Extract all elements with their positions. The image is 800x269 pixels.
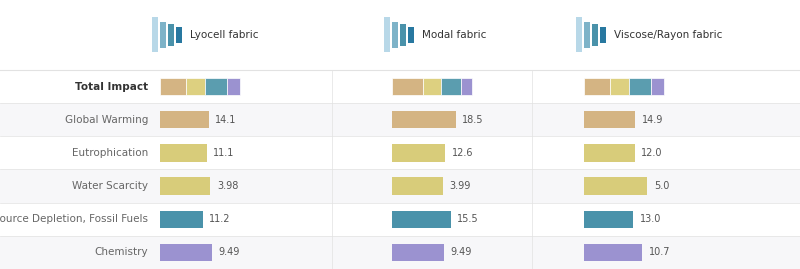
Text: 14.9: 14.9	[642, 115, 663, 125]
Bar	[629, 78, 651, 95]
Bar	[0, 103, 800, 136]
Text: 12.0: 12.0	[641, 148, 662, 158]
Bar	[227, 78, 240, 95]
Bar	[392, 22, 398, 48]
Bar	[152, 17, 158, 52]
Bar	[592, 24, 598, 46]
Text: 10.7: 10.7	[649, 247, 670, 257]
Text: Global Warming: Global Warming	[65, 115, 148, 125]
Bar	[392, 144, 446, 161]
Bar	[584, 244, 642, 261]
Bar	[186, 78, 205, 95]
Bar	[0, 0, 800, 70]
Text: 11.1: 11.1	[214, 148, 234, 158]
Bar	[160, 144, 207, 161]
Text: 5.0: 5.0	[654, 181, 669, 191]
Bar	[584, 211, 634, 228]
Text: Lyocell fabric: Lyocell fabric	[190, 30, 259, 40]
Text: Eutrophication: Eutrophication	[72, 148, 148, 158]
Text: Modal fabric: Modal fabric	[422, 30, 486, 40]
Bar	[392, 78, 423, 95]
Text: 9.49: 9.49	[450, 247, 471, 257]
Bar	[0, 70, 800, 103]
Text: Viscose/Rayon fabric: Viscose/Rayon fabric	[614, 30, 722, 40]
Text: Total Impact: Total Impact	[75, 82, 148, 91]
Text: Resource Depletion, Fossil Fuels: Resource Depletion, Fossil Fuels	[0, 214, 148, 224]
Text: 18.5: 18.5	[462, 115, 484, 125]
Bar	[176, 27, 182, 43]
Bar	[584, 111, 635, 128]
Bar	[384, 17, 390, 52]
Bar	[0, 169, 800, 203]
Text: 9.49: 9.49	[218, 247, 239, 257]
Bar	[584, 78, 610, 95]
Bar	[168, 24, 174, 46]
Text: 11.2: 11.2	[209, 214, 230, 224]
Bar	[400, 24, 406, 46]
Text: 14.1: 14.1	[215, 115, 237, 125]
Text: Chemistry: Chemistry	[94, 247, 148, 257]
Text: Water Scarcity: Water Scarcity	[72, 181, 148, 191]
Bar	[205, 78, 227, 95]
Bar	[0, 136, 800, 169]
Text: 13.0: 13.0	[640, 214, 661, 224]
Bar	[0, 236, 800, 269]
Bar	[160, 178, 210, 195]
Bar	[408, 27, 414, 43]
Bar	[600, 27, 606, 43]
Bar	[441, 78, 461, 95]
Bar	[610, 78, 629, 95]
Bar	[160, 244, 211, 261]
Bar	[584, 144, 634, 161]
Bar	[423, 78, 441, 95]
Text: 3.99: 3.99	[449, 181, 470, 191]
Text: 3.98: 3.98	[217, 181, 238, 191]
Bar	[576, 17, 582, 52]
Bar	[392, 244, 443, 261]
Text: 12.6: 12.6	[451, 148, 473, 158]
Bar	[392, 211, 451, 228]
Bar	[160, 211, 202, 228]
Bar	[160, 22, 166, 48]
Text: 15.5: 15.5	[458, 214, 479, 224]
Bar	[651, 78, 664, 95]
Bar	[160, 111, 209, 128]
Bar	[0, 203, 800, 236]
Bar	[584, 22, 590, 48]
Bar	[392, 111, 456, 128]
Bar	[392, 178, 442, 195]
Bar	[584, 178, 647, 195]
Bar	[461, 78, 472, 95]
Bar	[160, 78, 186, 95]
